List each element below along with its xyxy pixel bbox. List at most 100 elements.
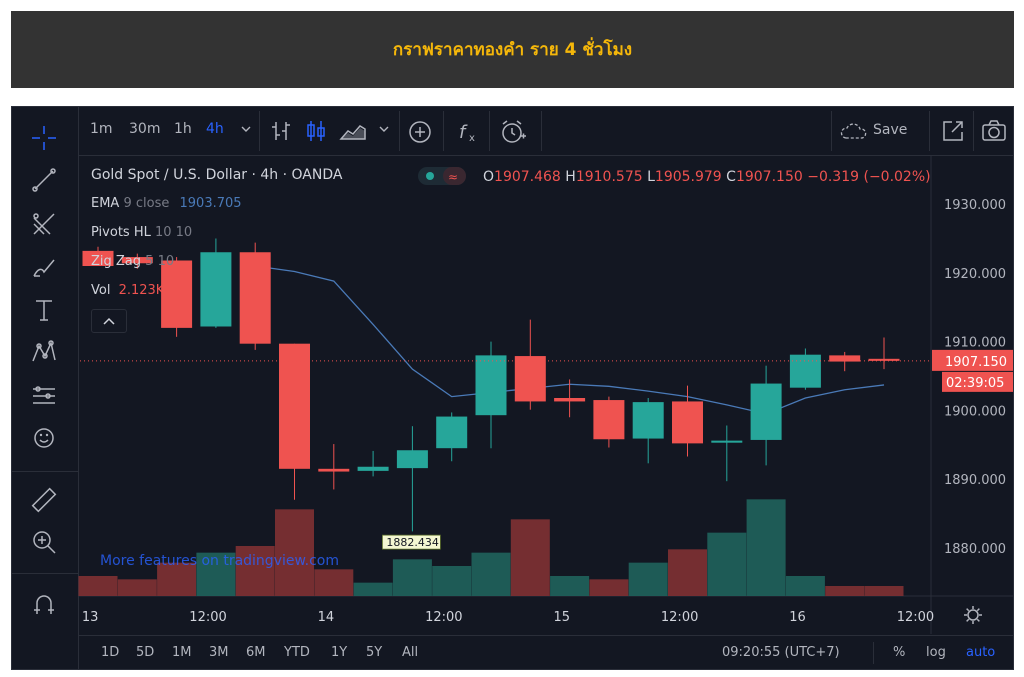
toolbar-separator [973,111,974,151]
indicator-zigzag[interactable]: Zig Zag 5 10 [91,254,174,269]
volume-bar [471,552,511,596]
save-button[interactable]: Save [873,122,908,138]
toolbar-separator [929,111,930,151]
area-chart-icon[interactable] [339,119,367,147]
svg-text:≈: ≈ [448,170,458,184]
candles-icon[interactable] [304,119,328,147]
drawing-toolbar [12,107,79,669]
auto-toggle[interactable]: auto [966,645,996,660]
candle-body [279,343,310,469]
x-tick-label: 12:00 [425,610,462,625]
toolbar-separator [873,642,874,664]
toolbar-separator [259,111,260,151]
x-tick-label: 12:00 [897,610,934,625]
volume-bar [432,566,472,596]
camera-icon[interactable] [981,119,1007,147]
toolbar-separator [489,111,490,151]
range-ytd[interactable]: YTD [284,645,310,660]
candle-body [396,450,428,469]
range-1y[interactable]: 1Y [331,645,348,660]
range-5d[interactable]: 5D [136,645,155,660]
current-price-label: 1907.150 [945,355,1007,370]
market-status-icon[interactable]: ≈ [418,166,466,190]
pivots-params: 10 10 [154,225,193,240]
volume-bar [864,586,904,596]
y-tick-label: 1880.000 [944,542,1006,557]
emoji-icon[interactable] [28,423,60,453]
x-tick-label: 12:00 [661,610,698,625]
compare-add-icon[interactable] [407,119,433,149]
bars-icon[interactable] [269,119,293,147]
volume-bar [510,519,550,596]
range-1d[interactable]: 1D [101,645,120,660]
low-marker-badge [381,534,441,550]
percent-toggle[interactable]: % [893,645,906,660]
volume-bar [825,586,865,596]
toolbar-separator [831,111,832,151]
indicator-volume[interactable]: Vol 2.123K [91,283,164,298]
alert-clock-icon[interactable] [499,118,527,150]
cloud-icon[interactable] [839,121,871,145]
clock-timezone[interactable]: 09:20:55 (UTC+7) [722,645,840,660]
candle-body [868,358,900,361]
toolbar-separator [541,111,542,151]
fib-icon[interactable] [28,209,60,239]
ruler-icon[interactable] [28,485,60,515]
range-5y[interactable]: 5Y [366,645,383,660]
vol-value: 2.123K [118,283,165,298]
volume-bar [668,549,707,596]
range-3m[interactable]: 3M [209,645,229,660]
candle-body [514,356,546,402]
banner-title: กราฟราคาทองคำ ราย 4 ชั่วโมง [392,40,633,60]
high-value: 1910.575 [575,169,643,185]
chevron-down-icon[interactable] [377,121,391,140]
toolbar-divider [12,471,78,472]
volume-bar [785,576,825,596]
settings-gear-icon[interactable] [964,606,982,624]
volume-bar [589,579,629,596]
volume-bar [157,562,197,596]
x-tick-label: 12:00 [189,610,226,625]
volume-bar [314,569,354,596]
forecast-icon[interactable] [28,381,60,411]
price-chart[interactable]: 1930.000 1920.000 1910.000 1900.000 1890.000… [12,156,1013,634]
log-toggle[interactable]: log [926,645,946,660]
watermark-link[interactable]: More features on tradingview.com [100,553,339,569]
candle-body [82,250,114,266]
volume-bar [196,552,236,596]
chevron-down-icon[interactable] [239,121,253,135]
text-icon[interactable] [28,295,60,325]
timeframe-1m[interactable]: 1m [90,121,113,137]
vol-name: Vol [91,283,111,298]
zoom-icon[interactable] [28,527,60,557]
candle-body [789,354,821,388]
pattern-icon[interactable] [28,337,60,367]
timeframe-1h[interactable]: 1h [174,121,192,137]
volume-bar [235,546,275,596]
timeframe-4h[interactable]: 4h [206,121,224,137]
countdown-label: 02:39:05 [946,376,1004,391]
close-value: 1907.150 [735,169,803,185]
magnet-icon[interactable] [28,589,60,619]
volume-bar [628,562,668,596]
candle-body [711,440,743,443]
volume-bar [275,509,314,596]
range-6m[interactable]: 6M [246,645,266,660]
open-value: 1907.468 [494,169,561,185]
zigzag-name: Zig Zag [91,254,142,269]
indicator-ema[interactable]: EMA 9 close 1903.705 [91,196,242,211]
fullscreen-icon[interactable] [941,119,965,147]
range-1m[interactable]: 1M [172,645,192,660]
trend-line-icon[interactable] [28,165,60,195]
collapse-legend-button[interactable] [91,309,127,333]
volume-bar [392,559,432,596]
candle-body [554,398,586,402]
timeframe-30m[interactable]: 30m [129,121,161,137]
indicator-pivots[interactable]: Pivots HL 10 10 [91,225,192,240]
crosshair-icon[interactable] [28,123,60,153]
brush-icon[interactable] [28,253,60,283]
range-all[interactable]: All [402,645,419,660]
